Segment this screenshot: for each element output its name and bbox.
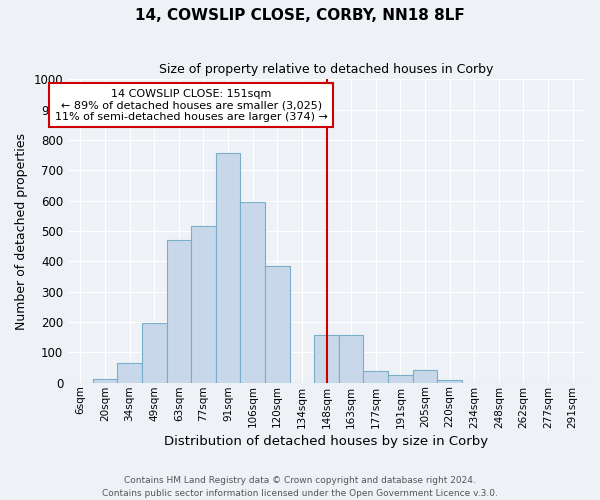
Bar	[191, 226, 216, 382]
X-axis label: Distribution of detached houses by size in Corby: Distribution of detached houses by size …	[164, 434, 488, 448]
Text: 14, COWSLIP CLOSE, CORBY, NN18 8LF: 14, COWSLIP CLOSE, CORBY, NN18 8LF	[135, 8, 465, 22]
Bar	[92, 378, 117, 382]
Bar	[388, 375, 413, 382]
Bar	[167, 240, 191, 382]
Text: Contains HM Land Registry data © Crown copyright and database right 2024.
Contai: Contains HM Land Registry data © Crown c…	[102, 476, 498, 498]
Bar	[216, 153, 241, 382]
Bar	[142, 323, 167, 382]
Text: 14 COWSLIP CLOSE: 151sqm
← 89% of detached houses are smaller (3,025)
11% of sem: 14 COWSLIP CLOSE: 151sqm ← 89% of detach…	[55, 88, 328, 122]
Bar	[413, 370, 437, 382]
Y-axis label: Number of detached properties: Number of detached properties	[15, 132, 28, 330]
Bar	[339, 334, 364, 382]
Bar	[117, 363, 142, 382]
Bar	[265, 266, 290, 382]
Bar	[437, 380, 462, 382]
Bar	[364, 370, 388, 382]
Bar	[314, 334, 339, 382]
Title: Size of property relative to detached houses in Corby: Size of property relative to detached ho…	[160, 62, 494, 76]
Bar	[241, 202, 265, 382]
